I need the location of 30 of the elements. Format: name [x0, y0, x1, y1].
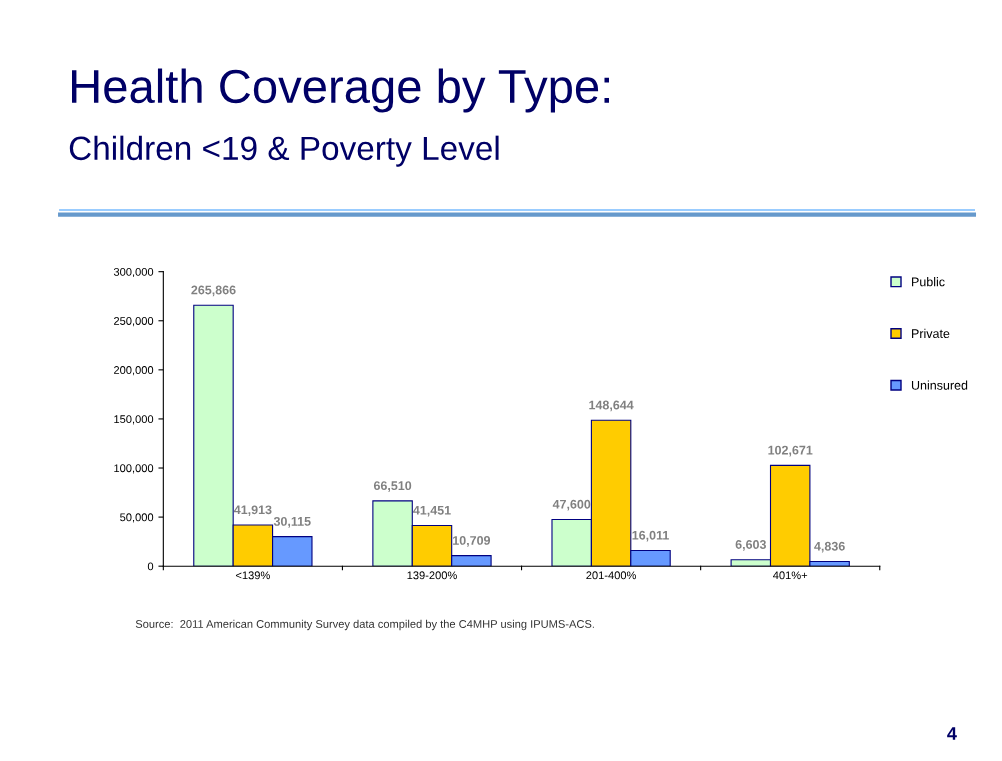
y-tick-label: 250,000 [114, 317, 154, 327]
data-label: 41,913 [233, 505, 272, 517]
x-tick-label: <139% [235, 571, 270, 580]
data-label: 148,644 [589, 400, 634, 412]
data-label: 265,866 [191, 285, 236, 297]
text: 4 [947, 727, 957, 740]
y-tick-label: 100,000 [114, 464, 154, 474]
legend-label: Uninsured [911, 380, 968, 390]
data-label: 30,115 [273, 516, 311, 528]
data-label: 6,603 [735, 540, 766, 551]
data-label: 16,011 [632, 530, 669, 542]
x-tick-label: 401%+ [773, 571, 808, 580]
chart-title: Health Coverage by Type: [72, 68, 609, 113]
data-label: 10,709 [453, 536, 491, 547]
legend-label: Public [912, 277, 945, 287]
chart-subtitle: Children <19 & Poverty Level [69, 135, 499, 167]
y-tick-label: 0 [147, 562, 154, 571]
data-label: 102,671 [768, 445, 813, 457]
y-tick-label: 150,000 [114, 415, 154, 425]
y-tick-label: 200,000 [114, 366, 154, 376]
source-note: Source: 2011 American Community Survey data compiled by the C4MHP using IPUMS-ACS. [135, 619, 594, 631]
y-tick-label: 300,000 [113, 267, 154, 278]
data-label: 66,510 [373, 481, 412, 492]
y-tick-label: 50,000 [120, 513, 154, 523]
data-label: 41,451 [413, 505, 451, 517]
data-label: 4,836 [814, 541, 845, 553]
x-tick-label: 139-200% [407, 571, 457, 580]
legend-label: Private [912, 328, 950, 338]
data-label: 47,600 [552, 499, 591, 511]
x-tick-label: 201-400% [586, 571, 637, 580]
